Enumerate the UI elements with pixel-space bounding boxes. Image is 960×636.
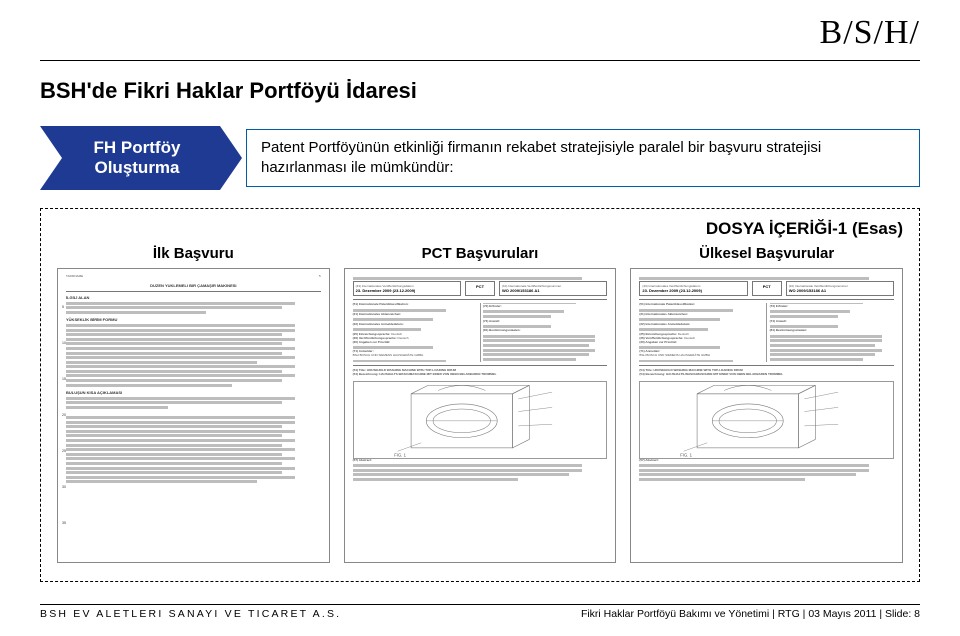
nat-applcnt-v: BSH BOSCH UND SIEMENS HAUSGERÄTE GMBH bbox=[639, 354, 763, 358]
pct-org: PCT bbox=[468, 284, 492, 289]
nat-org: PCT bbox=[755, 284, 779, 289]
m5: 5 bbox=[62, 305, 64, 309]
footer-right: Fikri Haklar Portföyü Bakımı ve Yönetimi… bbox=[581, 608, 920, 620]
m35: 35 bbox=[62, 521, 66, 525]
nat-date: 23. Dezember 2009 (23.12.2009) bbox=[642, 288, 744, 293]
nat-ipc: (51) Internationale Patentklassifikation… bbox=[639, 302, 695, 306]
doc1-sec-b: YÜKSEKLİK BİRİM FORMU bbox=[66, 317, 321, 322]
nat-agent: (74) Anwalt: bbox=[770, 319, 787, 323]
pct-pub: WO 2009/153186 A1 bbox=[502, 288, 604, 293]
chevron-line1: FH Portföy bbox=[80, 138, 181, 158]
slide-root: B/S/H/ BSH'de Fikri Haklar Portföyü İdar… bbox=[0, 0, 960, 636]
svg-text:FIG. 1: FIG. 1 bbox=[681, 452, 693, 457]
chevron-fh-portfoy: FH Portföy Oluşturma bbox=[40, 126, 220, 190]
pct-t54b: (54) Bezeichnung: HAUSHALTS-WASCHMASCHIN… bbox=[353, 372, 497, 376]
footer-left: BSH EV ALETLERI SANAYI VE TICARET A.S. bbox=[40, 608, 341, 620]
doc-national: (43) Internationales Veröffentlichungsda… bbox=[630, 268, 903, 563]
nat-states: (81) Bestimmungsstaaten: bbox=[770, 328, 808, 332]
pct-states: (81) Bestimmungsstaaten: bbox=[483, 328, 521, 332]
doc1-sec-a: İLGİLİ ALAN bbox=[66, 295, 321, 300]
doc1-sec-c: BULUŞUN KISA AÇIKLAMASI bbox=[66, 390, 321, 395]
m25: 25 bbox=[62, 449, 66, 453]
pct-applcnt-v: BSH BOSCH UND SIEMENS HAUSGERÄTE GMBH bbox=[353, 354, 477, 358]
pct-figure: FIG. 1 bbox=[353, 381, 608, 459]
m10: 10 bbox=[62, 341, 66, 345]
doc-first-application: TARIFNAME 5 DUZEN YUKLEMELI BIR ÇAMAŞIR … bbox=[57, 268, 330, 563]
top-rule bbox=[40, 60, 920, 61]
page-title: BSH'de Fikri Haklar Portföyü İdaresi bbox=[40, 78, 417, 104]
col-ilk-basvuru: İlk Başvuru TARIFNAME 5 DUZEN YUKLEMELI … bbox=[57, 245, 330, 563]
brand-logo: B/S/H/ bbox=[820, 14, 920, 52]
doc1-title: DUZEN YUKLEMELI BIR ÇAMAŞIR MAKINESI bbox=[66, 283, 321, 288]
nat-t54b: (54) Bezeichnung: HAUSHALTS-WASCHMASCHIN… bbox=[639, 372, 783, 376]
footer-rule bbox=[40, 604, 920, 605]
col2-heading: PCT Başvuruları bbox=[344, 245, 617, 262]
doc1-hl: TARIFNAME bbox=[66, 275, 83, 279]
pct-plangv: Deutsch bbox=[398, 336, 409, 340]
nat-figure: FIG. 1 bbox=[639, 381, 894, 459]
m20: 20 bbox=[62, 413, 66, 417]
col3-heading: Ülkesel Başvurular bbox=[630, 245, 903, 262]
pct-inv: (72) Erfinder: bbox=[483, 304, 502, 308]
m30: 30 bbox=[62, 485, 66, 489]
col-ulkesel: Ülkesel Başvurular (43) Internationales … bbox=[630, 245, 903, 563]
pct-ipc: (51) Internationale Patentklassifikation… bbox=[353, 302, 409, 306]
nat-prio: (30) Angaben zur Priorität: bbox=[639, 340, 677, 344]
nat-inv: (72) Erfinder: bbox=[770, 304, 789, 308]
dosya-label: DOSYA İÇERİĞİ-1 (Esas) bbox=[57, 219, 903, 239]
pct-prio: (30) Angaben zur Priorität: bbox=[353, 340, 391, 344]
doc-pct: (43) Internationales Veröffentlichungsda… bbox=[344, 268, 617, 563]
pct-date: 23. Dezember 2009 (23.12.2009) bbox=[356, 288, 458, 293]
col-pct: PCT Başvuruları (43) Internationales Ver… bbox=[344, 245, 617, 563]
info-box: Patent Portföyünün etkinliği firmanın re… bbox=[246, 129, 920, 188]
pct-fd: (22) Internationales Anmeldedatum: bbox=[353, 322, 404, 326]
doc1-hr: 5 bbox=[319, 275, 321, 279]
pct-agent: (74) Anwalt: bbox=[483, 319, 500, 323]
pct-appl: (21) Internationales Aktenzeichen: bbox=[353, 312, 402, 316]
header-row: FH Portföy Oluşturma Patent Portföyünün … bbox=[40, 126, 920, 190]
col1-heading: İlk Başvuru bbox=[57, 245, 330, 262]
m15: 15 bbox=[62, 377, 66, 381]
chevron-line2: Oluşturma bbox=[80, 158, 179, 178]
three-columns: İlk Başvuru TARIFNAME 5 DUZEN YUKLEMELI … bbox=[57, 245, 903, 563]
nat-plangv: Deutsch bbox=[684, 336, 695, 340]
nat-pub: WO 2009/153186 A1 bbox=[789, 288, 891, 293]
dashed-panel: DOSYA İÇERİĞİ-1 (Esas) İlk Başvuru TARIF… bbox=[40, 208, 920, 582]
nat-appl: (21) Internationales Aktenzeichen: bbox=[639, 312, 688, 316]
nat-fd: (22) Internationales Anmeldedatum: bbox=[639, 322, 690, 326]
svg-text:FIG. 1: FIG. 1 bbox=[394, 452, 406, 457]
footer: BSH EV ALETLERI SANAYI VE TICARET A.S. F… bbox=[40, 608, 920, 620]
